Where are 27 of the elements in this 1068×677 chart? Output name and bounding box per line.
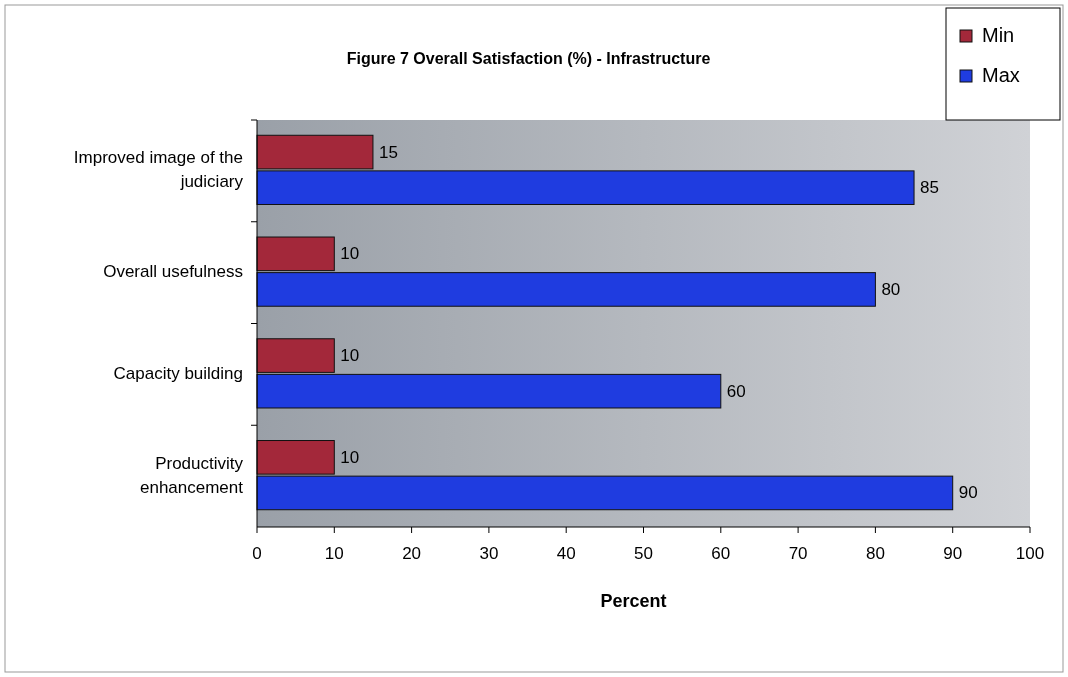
x-tick-label: 70 — [788, 544, 808, 563]
data-label: 10 — [340, 447, 360, 467]
legend-label: Max — [982, 64, 1020, 87]
x-axis-title: Percent — [600, 591, 667, 611]
x-tick-label: 90 — [943, 544, 963, 563]
legend-label: Min — [982, 24, 1015, 47]
data-label: 15 — [378, 142, 398, 162]
x-tick-label: 100 — [1015, 544, 1045, 563]
y-tick-label: Overall usefulness — [103, 262, 243, 282]
x-tick-label: 40 — [556, 544, 576, 563]
data-label: 60 — [726, 381, 746, 401]
x-tick-label: 30 — [479, 544, 499, 563]
chart-title: Figure 7 Overall Satisfaction (%) - Infrastructure — [346, 50, 711, 67]
x-tick-label: 60 — [711, 544, 731, 563]
y-tick-label: Improved image of the judiciary — [73, 148, 244, 192]
data-label: 90 — [958, 483, 978, 503]
x-tick-label: 10 — [324, 544, 344, 563]
x-tick-label: 0 — [252, 544, 262, 563]
y-tick-label: Capacity building — [113, 363, 243, 383]
x-tick-label: 80 — [865, 544, 885, 563]
data-label: 10 — [340, 244, 360, 264]
data-label: 80 — [881, 279, 901, 299]
data-label: 85 — [920, 178, 939, 198]
y-tick-label: Productivity enhancement — [139, 453, 244, 497]
x-tick-label: 20 — [402, 544, 422, 563]
data-label: 10 — [340, 346, 360, 366]
x-tick-label: 50 — [634, 544, 653, 563]
